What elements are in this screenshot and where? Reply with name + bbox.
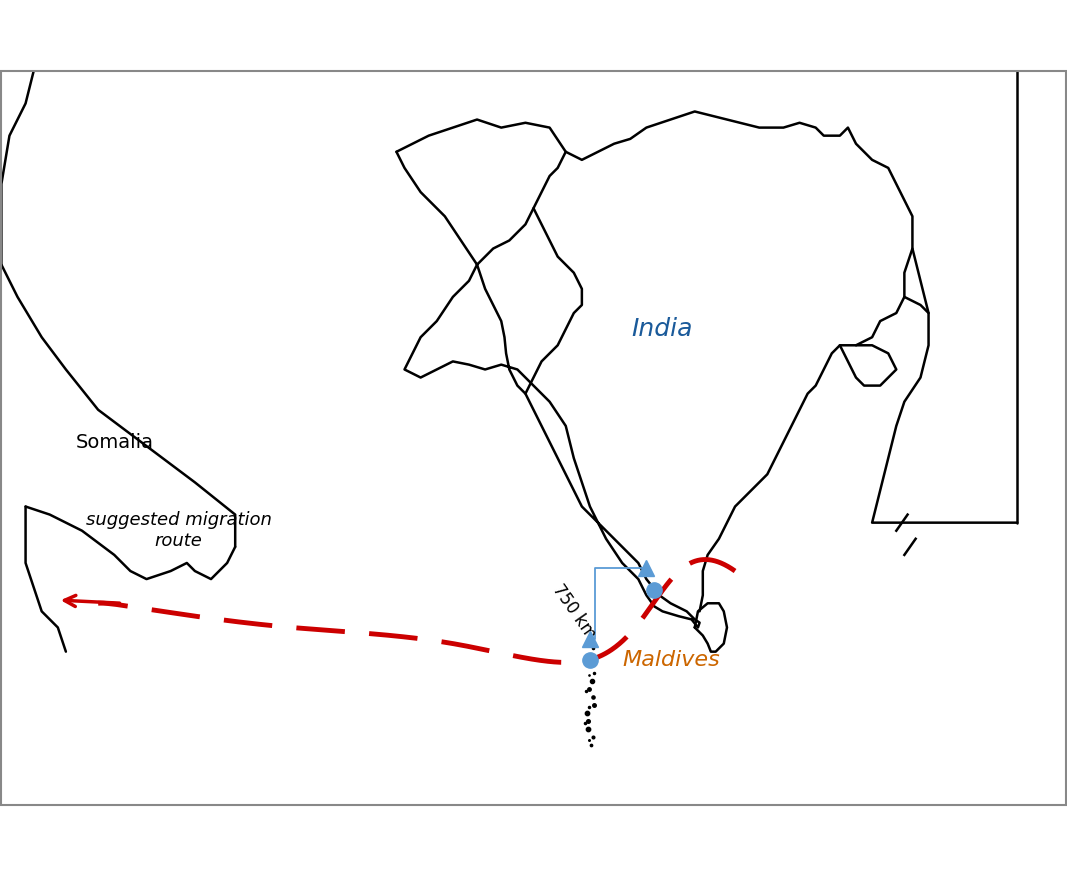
Text: 750 km: 750 km xyxy=(548,581,600,642)
Text: India: India xyxy=(632,317,694,341)
Text: Somalia: Somalia xyxy=(76,433,154,451)
Text: Maldives: Maldives xyxy=(622,650,720,670)
Text: suggested migration
route: suggested migration route xyxy=(85,512,272,550)
